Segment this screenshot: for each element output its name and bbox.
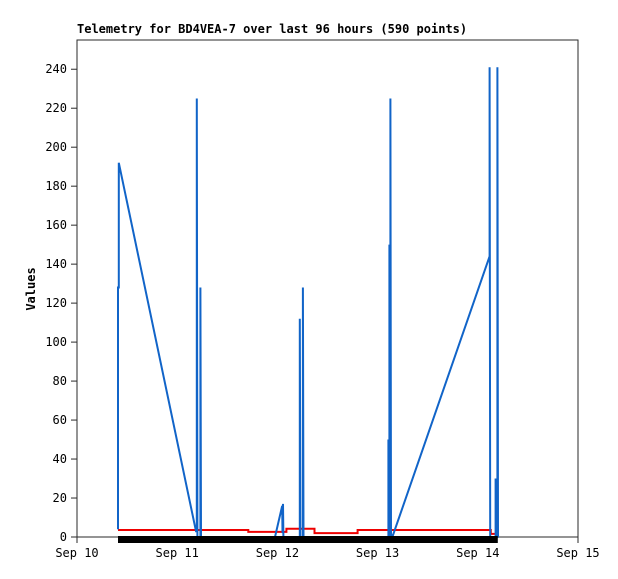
y-tick-label: 180 <box>45 179 67 193</box>
x-tick-label: Sep 14 <box>456 546 499 560</box>
y-tick-label: 80 <box>53 374 67 388</box>
y-tick-label: 20 <box>53 491 67 505</box>
y-tick-label: 60 <box>53 413 67 427</box>
y-tick-label: 40 <box>53 452 67 466</box>
y-tick-label: 200 <box>45 140 67 154</box>
series-red-baseline <box>118 527 498 535</box>
x-tick-label: Sep 10 <box>55 546 98 560</box>
x-tick-label: Sep 13 <box>356 546 399 560</box>
series-blue-values <box>117 67 499 538</box>
x-tick-label: Sep 12 <box>256 546 299 560</box>
y-tick-label: 120 <box>45 296 67 310</box>
y-tick-label: 220 <box>45 101 67 115</box>
chart-title: Telemetry for BD4VEA-7 over last 96 hour… <box>77 22 468 36</box>
y-tick-label: 140 <box>45 257 67 271</box>
y-tick-label: 160 <box>45 218 67 232</box>
y-tick-label: 0 <box>60 530 67 544</box>
x-tick-label: Sep 11 <box>156 546 199 560</box>
plot-border <box>76 39 579 538</box>
x-tick-label: Sep 15 <box>556 546 599 560</box>
y-tick-label: 240 <box>45 62 67 76</box>
y-tick-label: 100 <box>45 335 67 349</box>
